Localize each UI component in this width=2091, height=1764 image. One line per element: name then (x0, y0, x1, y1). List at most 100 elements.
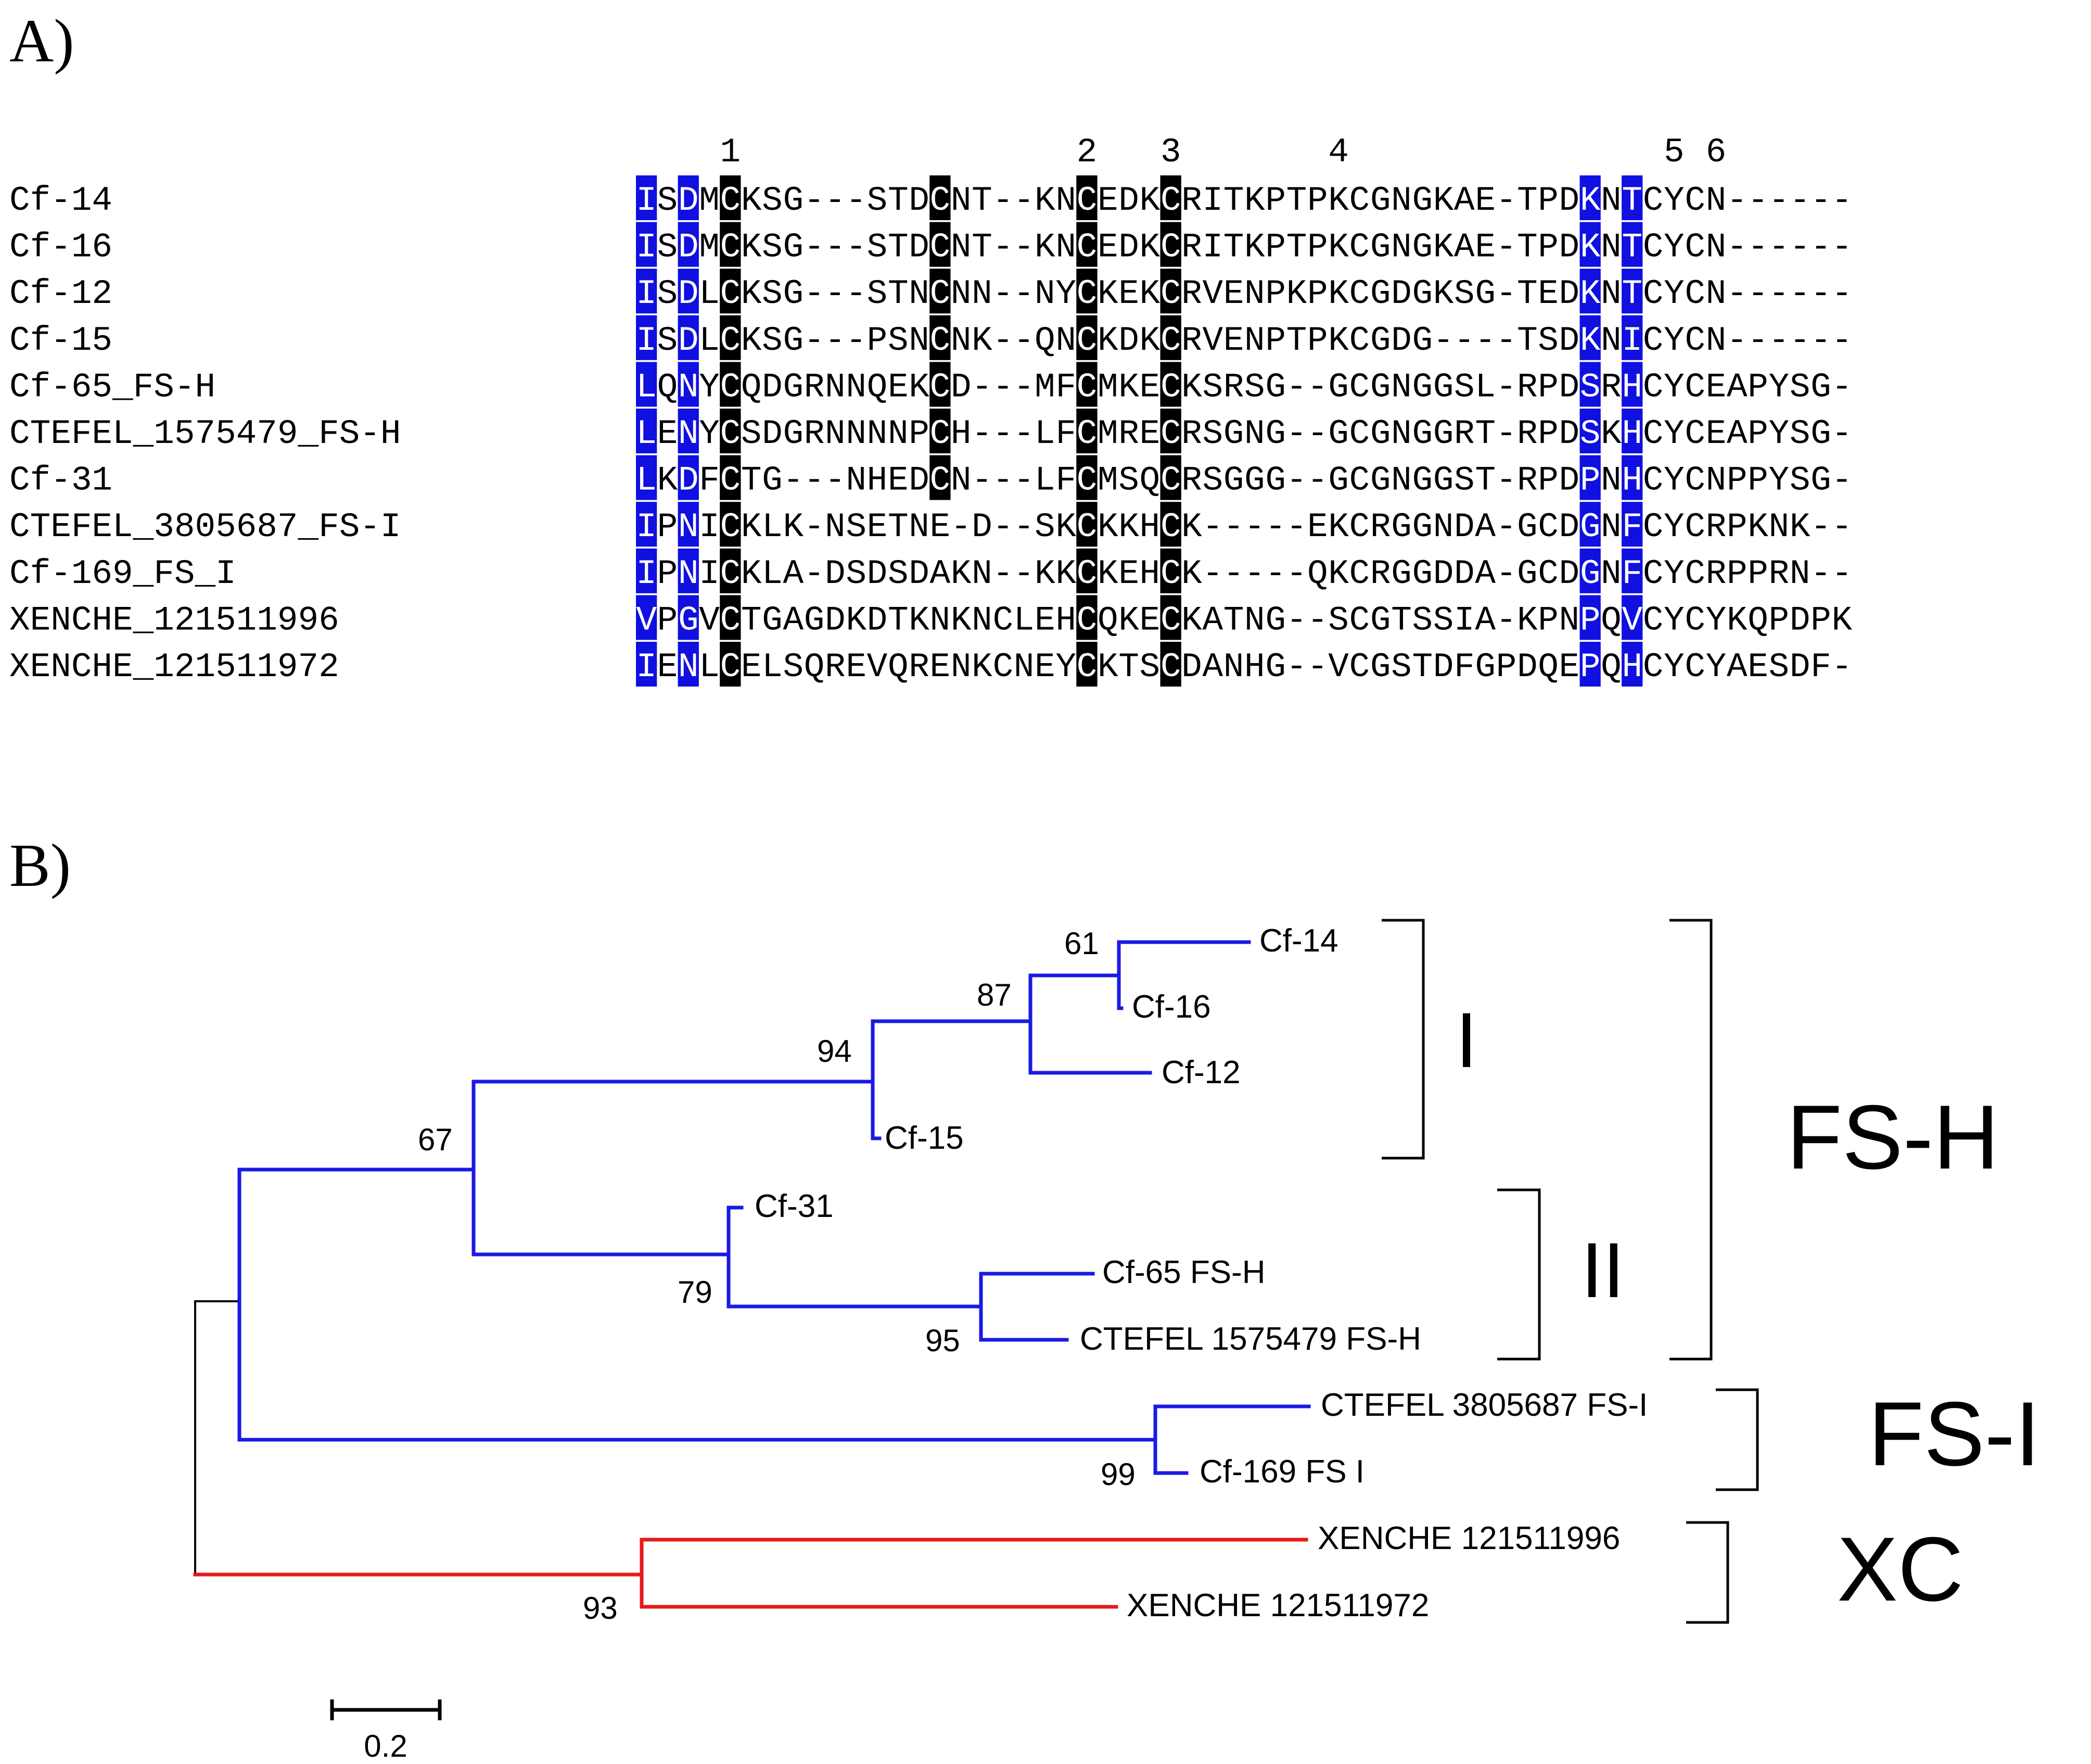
residue: G (1810, 367, 1831, 407)
residue: S (1328, 601, 1349, 640)
residue: R (1181, 461, 1202, 500)
residue: H (1622, 461, 1642, 500)
residue: R (804, 414, 825, 453)
residue: R (1517, 414, 1538, 453)
residue-highlight (1160, 595, 1181, 640)
residue: K (1181, 601, 1202, 640)
residue: - (1244, 554, 1265, 593)
residue: Y (699, 414, 720, 453)
residue: K (1118, 507, 1139, 547)
residue: A (930, 554, 951, 593)
residue: T (1286, 321, 1307, 360)
residue: S (1202, 414, 1223, 453)
residue: C (1349, 414, 1370, 453)
residue: G (1391, 554, 1412, 593)
residue: Y (1055, 648, 1076, 687)
cysteine-number-6: 6 (1706, 133, 1727, 172)
residue: P (1538, 461, 1559, 500)
residue: Q (888, 648, 909, 687)
residue: D (1118, 181, 1139, 220)
residue: D (972, 507, 992, 547)
leaf-label-cf-12: Cf-12 (1162, 1055, 1241, 1090)
residue: M (699, 228, 720, 267)
residue: K (1055, 507, 1076, 547)
residue: Y (1769, 367, 1790, 407)
residue: K (1055, 554, 1076, 593)
residue: K (1433, 228, 1454, 267)
residue: S (1580, 414, 1601, 453)
residue: C (1161, 228, 1181, 267)
residue: C (720, 414, 741, 453)
residue: E (1706, 414, 1727, 453)
residue: R (1223, 367, 1244, 407)
residue: P (1580, 601, 1601, 640)
residue: Q (804, 648, 825, 687)
residue: Y (1664, 274, 1685, 313)
residue: T (1517, 321, 1538, 360)
residue: T (1223, 181, 1244, 220)
residue: N (1601, 274, 1622, 313)
residue: - (1286, 507, 1307, 547)
residue: - (992, 554, 1013, 593)
residue: Q (1601, 648, 1622, 687)
residue: C (930, 228, 951, 267)
residue: G (1370, 414, 1391, 453)
residue: C (1538, 507, 1559, 547)
residue: G (783, 367, 804, 407)
residue: G (1412, 461, 1433, 500)
panel-a-label: A) (9, 7, 74, 75)
residue: P (1769, 601, 1790, 640)
bracket-clade-i (1382, 919, 1425, 1160)
residue: G (1265, 648, 1286, 687)
residue: S (1790, 414, 1810, 453)
residue: E (846, 648, 866, 687)
residue: K (909, 367, 929, 407)
residue-highlight (636, 362, 657, 407)
residue: T (888, 181, 909, 220)
residue: G (1370, 648, 1391, 687)
residue: - (1496, 507, 1517, 547)
residue: A (1727, 367, 1748, 407)
residue-highlight (720, 409, 741, 453)
residue: K (657, 461, 678, 500)
residue: - (1014, 274, 1035, 313)
residue: R (1181, 321, 1202, 360)
residue: - (1496, 554, 1517, 593)
residue: G (1810, 414, 1831, 453)
residue: L (1035, 414, 1055, 453)
residue: K (1181, 367, 1202, 407)
residue: - (825, 461, 846, 500)
residue: S (867, 181, 888, 220)
residue: G (1370, 367, 1391, 407)
residue: D (909, 181, 929, 220)
residue-highlight (1579, 362, 1601, 407)
residue: N (867, 414, 888, 453)
residue: E (1538, 274, 1559, 313)
residue: - (1727, 321, 1748, 360)
residue: C (1685, 321, 1705, 360)
residue: S (762, 228, 783, 267)
residue: T (1622, 274, 1642, 313)
residue: E (657, 414, 678, 453)
residue: N (1706, 274, 1727, 313)
residue: D (1559, 367, 1580, 407)
clade-label-fsi: FS-I (1868, 1384, 2041, 1485)
residue: - (972, 367, 992, 407)
residue: H (1244, 648, 1265, 687)
residue: - (1831, 648, 1852, 687)
branch-xc (640, 1538, 1308, 1609)
residue: C (1349, 461, 1370, 500)
residue-highlight (1076, 642, 1098, 687)
residue: L (762, 554, 783, 593)
residue-highlight (1160, 175, 1181, 220)
residue: C (1349, 181, 1370, 220)
residue: G (804, 601, 825, 640)
residue: G (1370, 181, 1391, 220)
residue: R (909, 648, 929, 687)
residue: C (930, 367, 951, 407)
residue: D (1118, 228, 1139, 267)
residue: Y (1664, 554, 1685, 593)
residue: - (1831, 414, 1852, 453)
residue: K (1244, 228, 1265, 267)
residue: S (741, 414, 762, 453)
